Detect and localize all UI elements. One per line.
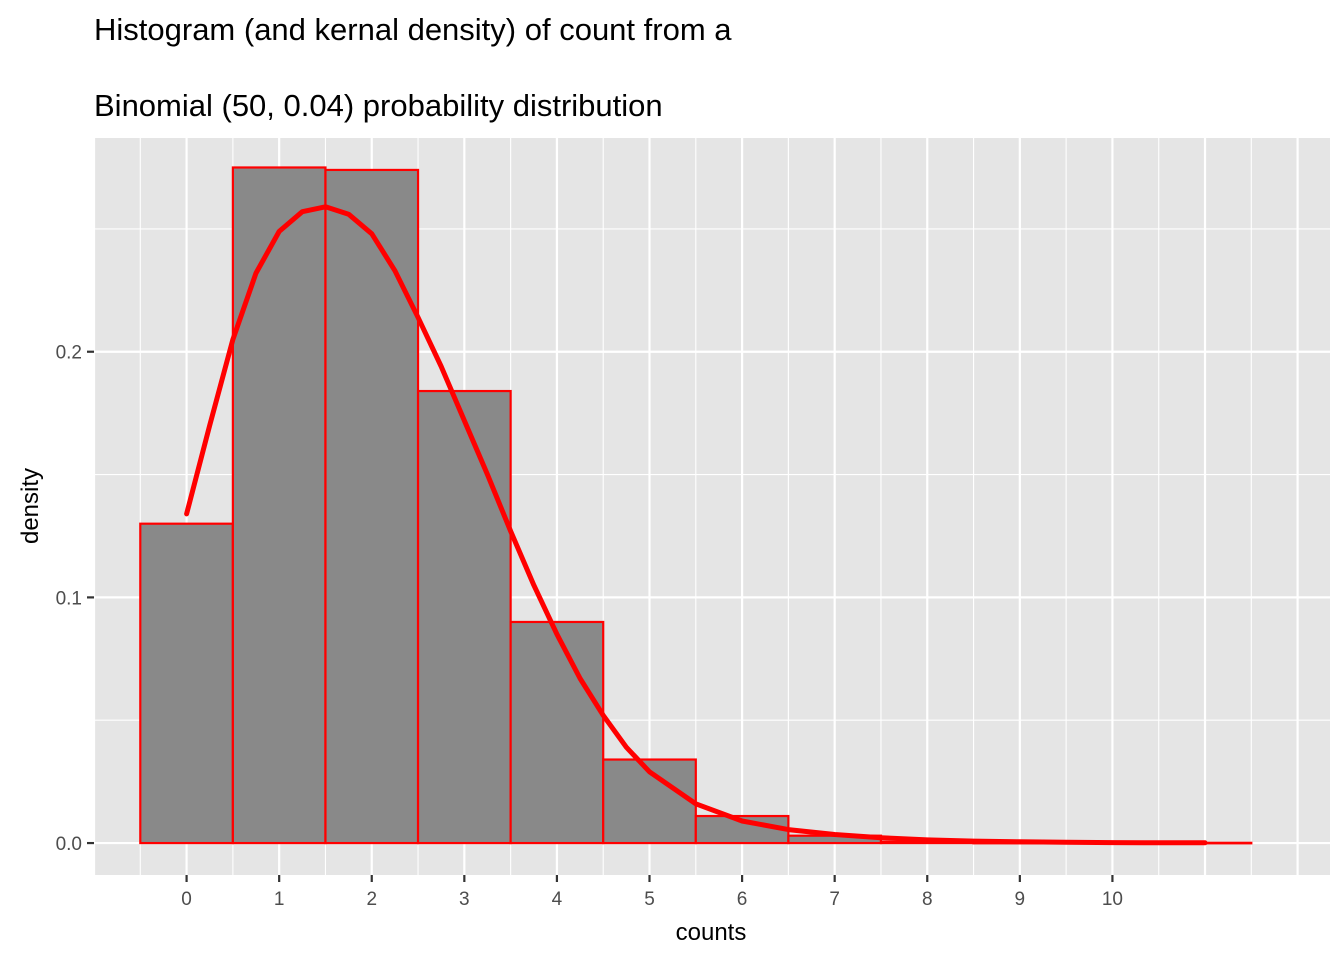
- x-tick-label: 2: [366, 889, 377, 910]
- x-tick-label: 0: [181, 889, 192, 910]
- x-axis: 0 1 2 3 4 5 6 7 8 9 10: [181, 875, 1123, 910]
- y-axis: 0.0 0.1 0.2: [56, 343, 94, 855]
- x-tick-label: 5: [644, 889, 655, 910]
- histogram-bar: [324, 168, 420, 845]
- y-tick-label: 0.2: [56, 343, 82, 364]
- x-tick-label: 9: [1015, 889, 1026, 910]
- x-tick-label: 4: [552, 889, 563, 910]
- histogram-bar: [139, 522, 234, 845]
- x-tick-label: 6: [737, 889, 748, 910]
- x-tick-label: 8: [922, 889, 933, 910]
- histogram-bar: [416, 389, 512, 845]
- x-tick-label: 7: [829, 889, 840, 910]
- y-axis-title: density: [17, 468, 44, 544]
- y-tick-label: 0.0: [56, 834, 82, 855]
- x-tick-label: 3: [459, 889, 470, 910]
- histogram-bar: [509, 620, 605, 845]
- chart-title-line-1: Histogram (and kernal density) of count …: [94, 12, 732, 47]
- density-curve: [184, 204, 1208, 846]
- histogram-bar: [231, 166, 327, 845]
- y-tick-label: 0.1: [56, 588, 82, 609]
- x-tick-label: 10: [1102, 889, 1123, 910]
- x-tick-label: 1: [274, 889, 285, 910]
- chart-title-line-2: Binomial (50, 0.04) probability distribu…: [94, 88, 663, 123]
- x-axis-title: counts: [676, 919, 747, 946]
